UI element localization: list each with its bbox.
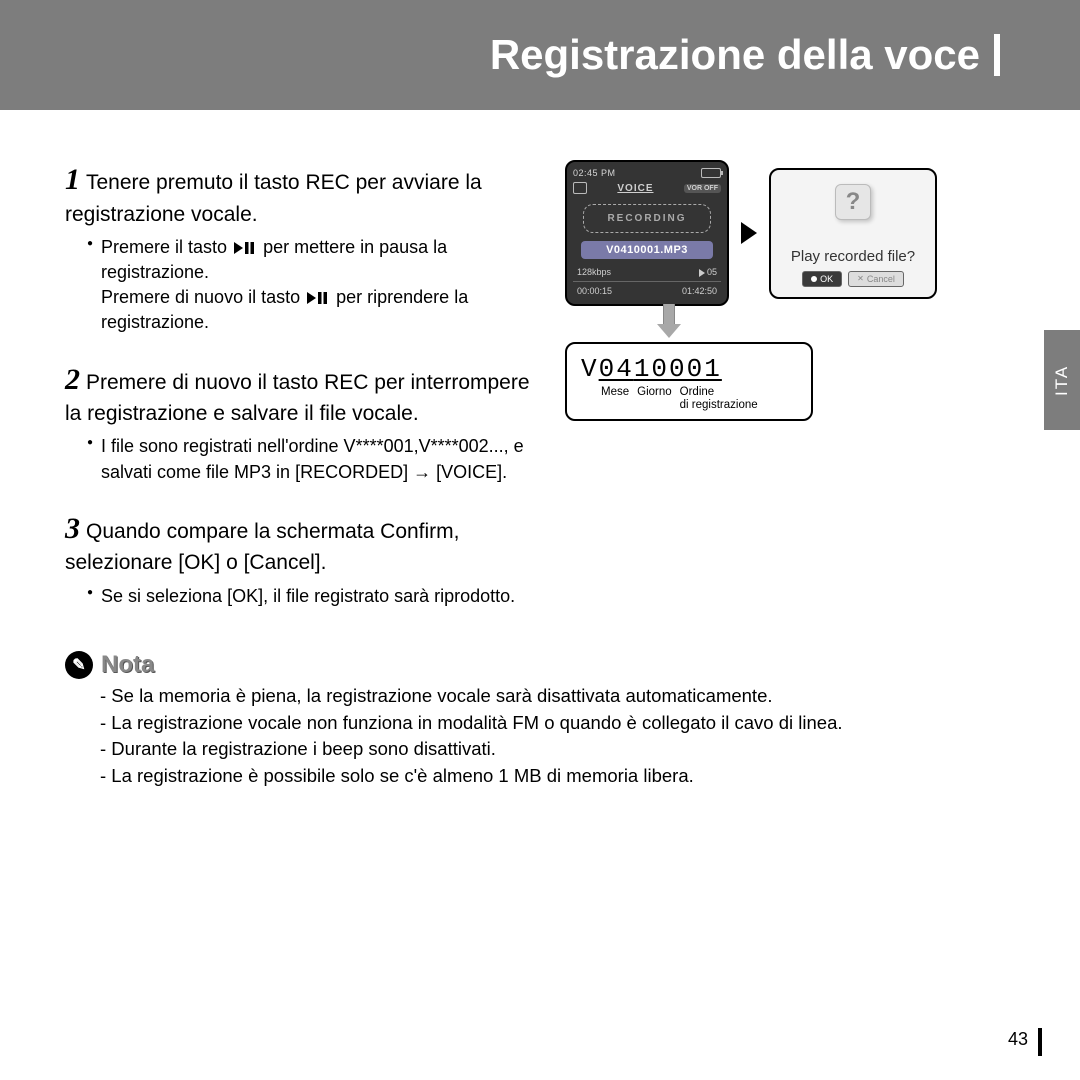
page-number-bar	[1038, 1028, 1042, 1056]
step-2: 2Premere di nuovo il tasto REC per inter…	[65, 360, 535, 485]
fname-mese: 04	[599, 354, 634, 384]
lcd-elapsed: 00:00:15	[577, 286, 612, 296]
step-text: Tenere premuto il tasto REC per avviare …	[65, 171, 482, 226]
lcd-vor: VOR OFF	[684, 184, 721, 193]
bullet: I file sono registrati nell'ordine V****…	[87, 434, 535, 484]
step-number: 3	[65, 512, 80, 545]
device-screen-recording: 02:45 PM VOICE VOR OFF RECORDING V041000…	[565, 160, 729, 306]
bullet: Se si seleziona [OK], il file registrato…	[87, 584, 535, 609]
lcd-mode: VOICE	[617, 183, 653, 194]
label-ordine-a: Ordine	[680, 386, 758, 399]
note-item: - La registrazione è possibile solo se c…	[100, 763, 1030, 790]
page-number: 43	[1008, 1029, 1028, 1050]
step-text: Quando compare la schermata Confirm, sel…	[65, 520, 460, 575]
label-giorno: Giorno	[637, 386, 672, 398]
cancel-button[interactable]: Cancel	[848, 271, 904, 287]
lcd-volume: 05	[707, 267, 717, 277]
play-pause-icon	[234, 242, 256, 254]
play-pause-icon	[307, 292, 329, 304]
steps-column: 1Tenere premuto il tasto REC per avviare…	[65, 160, 535, 633]
content-area: 1Tenere premuto il tasto REC per avviare…	[0, 110, 1080, 633]
fname-prefix: V	[581, 354, 599, 384]
dialog-prompt: Play recorded file?	[779, 248, 927, 265]
arrow-right-icon	[741, 222, 757, 244]
bullet: Premere il tasto per mettere in pausa la…	[87, 235, 535, 285]
note-item: - Durante la registrazione i beep sono d…	[100, 736, 1030, 763]
lcd-bitrate: 128kbps	[577, 267, 611, 277]
pencil-icon: ✎	[65, 651, 93, 679]
note-item: - La registrazione vocale non funziona i…	[100, 710, 1030, 737]
battery-icon	[701, 168, 721, 178]
fname-giorno: 10	[634, 354, 669, 384]
fname-ordine: 001	[669, 354, 722, 384]
step-text: Premere di nuovo il tasto REC per interr…	[65, 371, 530, 426]
lcd-recording-badge: RECORDING	[583, 204, 711, 233]
page-title: Registrazione della voce	[490, 31, 980, 79]
lcd-time: 02:45 PM	[573, 168, 616, 178]
device-screen-confirm: ? Play recorded file? OK Cancel	[769, 168, 937, 299]
note-list: - Se la memoria è piena, la registrazion…	[0, 679, 1080, 790]
bullet: Premere di nuovo il tasto per riprendere…	[87, 285, 535, 335]
question-icon: ?	[835, 184, 871, 220]
lcd-total: 01:42:50	[682, 286, 717, 296]
filename-breakdown: V0410001 Mese Giorno Ordine di registraz…	[565, 342, 813, 421]
ok-button[interactable]: OK	[802, 271, 842, 287]
lcd-file-chip: V0410001.MP3	[581, 241, 713, 259]
header-bar: Registrazione della voce	[0, 0, 1080, 110]
step-number: 2	[65, 363, 80, 396]
note-label: Nota	[101, 651, 154, 679]
speaker-icon	[699, 269, 705, 277]
step-1: 1Tenere premuto il tasto REC per avviare…	[65, 160, 535, 336]
title-divider	[994, 34, 1000, 76]
note-item: - Se la memoria è piena, la registrazion…	[100, 683, 1030, 710]
arrow-down-icon	[657, 304, 681, 340]
language-tab: ITA	[1044, 330, 1080, 430]
step-number: 1	[65, 163, 80, 196]
label-mese: Mese	[601, 386, 629, 398]
illustration-column: 02:45 PM VOICE VOR OFF RECORDING V041000…	[565, 160, 1030, 633]
step-3: 3Quando compare la schermata Confirm, se…	[65, 509, 535, 609]
label-ordine-b: di registrazione	[680, 399, 758, 412]
voice-mode-icon	[573, 182, 587, 194]
note-heading: ✎ Nota	[0, 651, 1080, 679]
